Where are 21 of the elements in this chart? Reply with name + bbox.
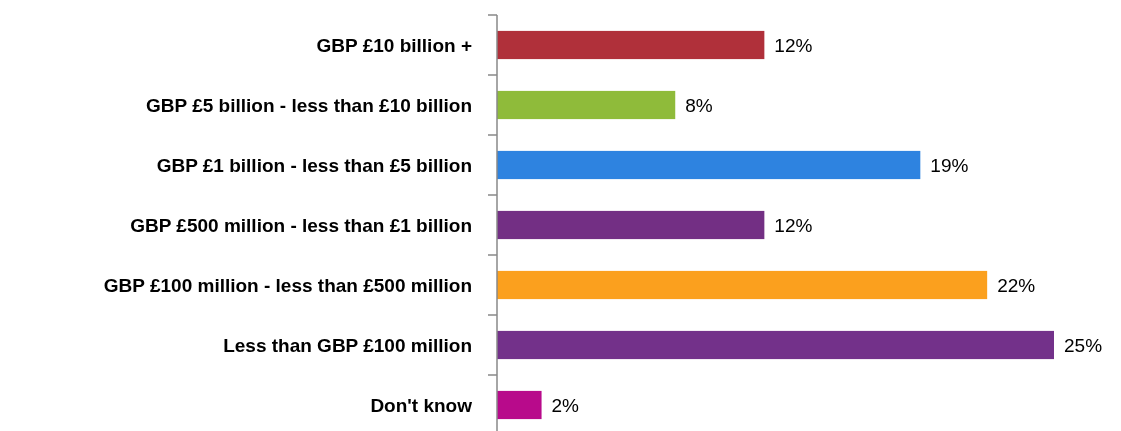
- data-label: 19%: [930, 154, 969, 176]
- data-label: 12%: [774, 34, 813, 56]
- y-tick-label: GBP £100 million - less than £500 million: [103, 274, 472, 296]
- bar: [497, 210, 765, 240]
- bar: [497, 330, 1054, 360]
- bar: [497, 90, 676, 120]
- bar: [497, 270, 988, 300]
- bar: [497, 150, 921, 180]
- data-label: 8%: [685, 94, 713, 116]
- y-tick-label: Less than GBP £100 million: [223, 334, 472, 356]
- bar: [497, 30, 765, 60]
- y-tick-label: GBP £5 billion - less than £10 billion: [146, 94, 472, 116]
- y-tick-label: GBP £1 billion - less than £5 billion: [156, 154, 472, 176]
- y-tick-label: GBP £10 billion +: [316, 34, 472, 56]
- y-tick-label: GBP £500 million - less than £1 billion: [130, 214, 472, 236]
- data-label: 22%: [997, 274, 1036, 296]
- bar: [497, 390, 542, 420]
- data-label: 2%: [551, 394, 580, 416]
- y-tick-label: Don't know: [370, 394, 473, 416]
- data-label: 25%: [1064, 334, 1103, 356]
- data-label: 12%: [774, 214, 813, 236]
